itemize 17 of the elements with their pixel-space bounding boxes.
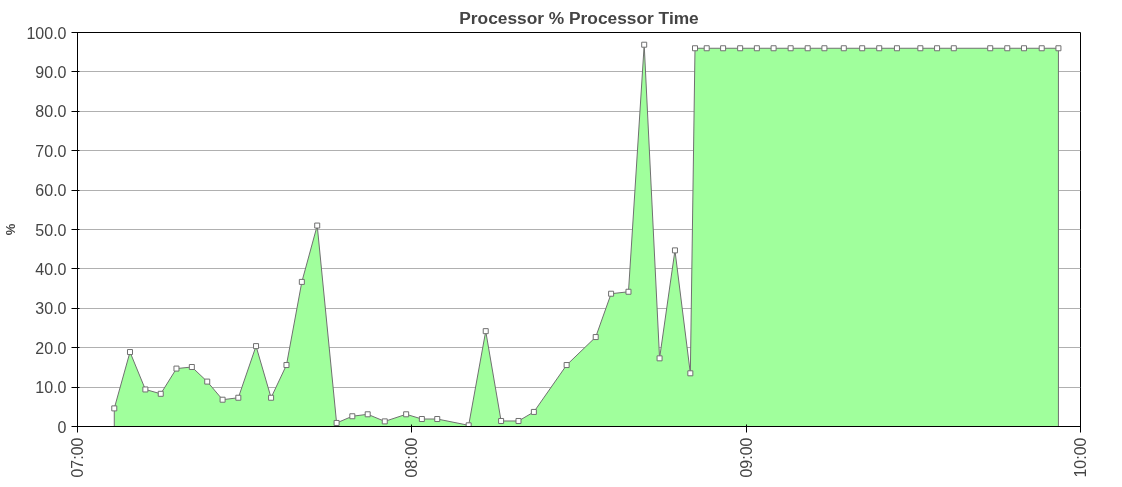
y-tick-label: 30.0: [35, 300, 67, 318]
x-tick-label: 08:00: [403, 437, 421, 478]
y-tick-label: 60.0: [35, 182, 67, 200]
y-tick-label: 50.0: [35, 221, 67, 239]
chart-title: Processor % Processor Time: [459, 7, 700, 28]
x-tick-label: 07:00: [69, 437, 86, 478]
y-tick-label: 0: [57, 418, 67, 436]
x-tick-label: 09:00: [737, 437, 755, 478]
y-axis-title: %: [3, 223, 19, 236]
y-tick-label: 100.0: [26, 24, 67, 42]
y-tick-label: 90.0: [35, 63, 67, 81]
y-tick-label: 10.0: [35, 379, 67, 397]
y-tick-label: 70.0: [35, 142, 67, 160]
y-tick-label: 80.0: [35, 103, 67, 121]
x-tick-label: 10:00: [1072, 437, 1089, 478]
y-tick-label: 20.0: [35, 339, 67, 357]
y-tick-label: 40.0: [35, 260, 67, 278]
